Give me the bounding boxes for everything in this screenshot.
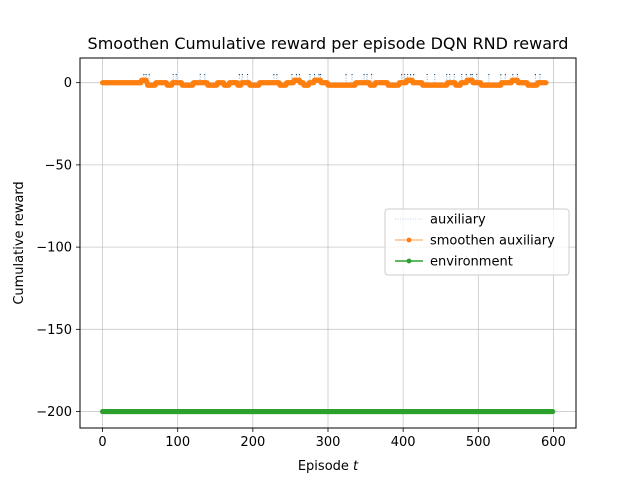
y-tick-label: −100	[36, 241, 72, 256]
chart-title: Smoothen Cumulative reward per episode D…	[88, 34, 569, 53]
series-point	[363, 73, 365, 76]
series-point	[453, 73, 455, 76]
series-point	[534, 73, 537, 76]
x-axis-label-prefix: Episode	[298, 459, 353, 474]
x-tick-label: 500	[466, 435, 491, 450]
series-point	[366, 73, 368, 76]
series-point	[550, 408, 556, 415]
series-point	[295, 73, 298, 76]
legend-label: environment	[430, 255, 513, 270]
series-point	[488, 73, 490, 76]
series-point	[426, 73, 428, 76]
series-line	[102, 74, 546, 83]
series-point	[500, 73, 502, 76]
ticks: 0 100 200 300 400 500 600 0 −50 −100 −150 −200	[36, 76, 566, 450]
legend-box	[384, 208, 570, 276]
series-layer	[99, 73, 556, 415]
series-point	[470, 73, 472, 76]
series-point	[148, 73, 150, 76]
x-tick-label: 100	[165, 435, 190, 450]
y-tick-label: −50	[45, 158, 72, 173]
series-auxiliary	[102, 73, 546, 83]
x-axis-label-variable: t	[353, 459, 359, 474]
series-point	[543, 80, 549, 86]
series-point	[504, 73, 506, 76]
series-point	[465, 73, 467, 76]
x-axis-label: Episode t	[298, 459, 359, 474]
series-point	[539, 73, 541, 76]
series-point	[276, 73, 278, 76]
series-point	[238, 73, 240, 76]
series-point	[351, 73, 353, 76]
series-point	[345, 73, 347, 76]
series-point	[370, 73, 373, 76]
series-point	[461, 73, 463, 76]
series-point	[401, 73, 403, 76]
series-point	[273, 73, 275, 76]
series-point	[407, 73, 409, 76]
x-tick-label: 400	[391, 435, 416, 450]
series-point	[241, 73, 243, 76]
series-point	[298, 73, 301, 76]
series-point	[175, 73, 177, 76]
x-tick-label: 0	[98, 435, 106, 450]
series-point	[476, 73, 478, 76]
legend-entry: smoothen auxiliary	[395, 234, 555, 249]
series-point	[413, 73, 415, 76]
legend-label: auxiliary	[430, 213, 486, 228]
series-point	[404, 73, 406, 76]
series-point	[143, 73, 145, 76]
series-point	[246, 73, 249, 76]
series-point	[446, 73, 448, 76]
series-point	[449, 73, 451, 76]
legend-marker	[406, 258, 412, 264]
series-point	[471, 73, 473, 76]
x-tick-label: 600	[541, 435, 566, 450]
legend-label: smoothen auxiliary	[430, 234, 555, 249]
legend-entry: environment	[395, 255, 513, 270]
y-tick-label: −200	[36, 405, 72, 420]
series-point	[204, 73, 206, 76]
legend-entry: auxiliary	[395, 213, 486, 228]
x-tick-label: 300	[316, 435, 341, 450]
series-point	[172, 73, 174, 76]
series-point	[309, 73, 311, 76]
series-point	[318, 73, 320, 76]
series-point	[145, 73, 147, 76]
x-tick-label: 200	[240, 435, 265, 450]
legend-marker	[406, 237, 412, 243]
series-environment	[99, 408, 556, 415]
y-tick-label: −150	[36, 323, 72, 338]
legend: auxiliary smoothen auxiliary environment	[384, 208, 570, 276]
series-point	[410, 73, 412, 76]
y-axis-label: Cumulative reward	[12, 181, 27, 304]
series-point	[512, 73, 514, 76]
series-point	[434, 73, 436, 76]
y-tick-label: 0	[64, 76, 72, 91]
series-point	[291, 73, 293, 76]
series-point	[319, 73, 322, 76]
series-point	[516, 73, 518, 76]
series-point	[313, 73, 316, 76]
series-point	[199, 73, 201, 76]
series-smoothen-auxiliary	[99, 77, 549, 88]
